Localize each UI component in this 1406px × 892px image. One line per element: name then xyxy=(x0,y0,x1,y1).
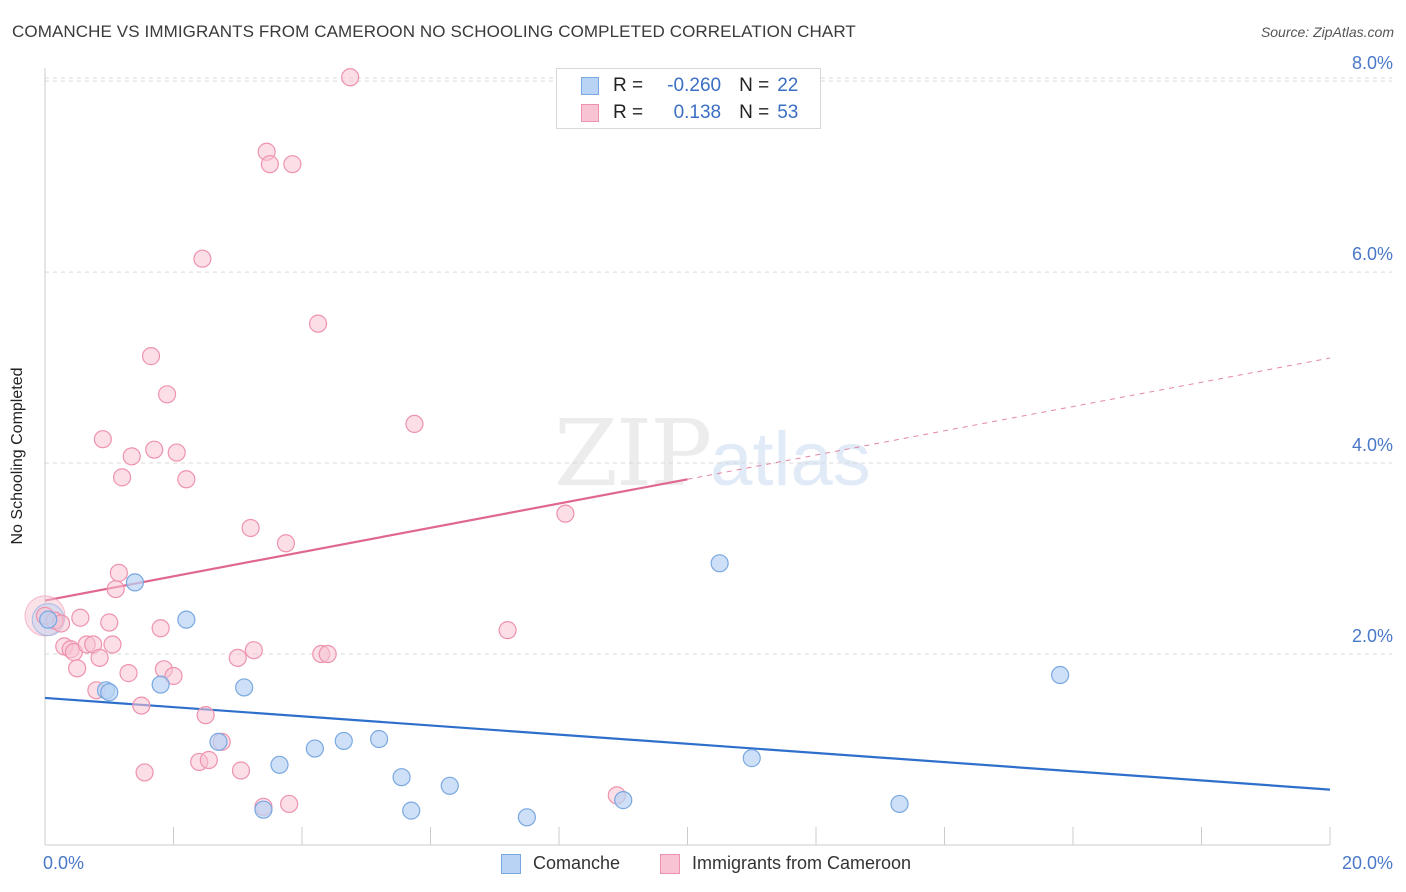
x-tick-label-min: 0.0% xyxy=(43,853,84,873)
comanche-point xyxy=(370,729,389,749)
cameroon-point xyxy=(341,68,360,87)
comanche-point xyxy=(254,800,273,819)
cameroon-point xyxy=(71,608,90,627)
r-value-cameroon: 0.138 xyxy=(673,102,722,123)
cameroon-point xyxy=(498,621,517,640)
stats-row-comanche: R = -0.260 N = 22 xyxy=(581,73,798,99)
comanche-point xyxy=(1051,665,1070,685)
cameroon-point xyxy=(177,470,196,489)
comanche-point xyxy=(151,675,170,694)
cameroon-point xyxy=(100,613,119,632)
cameroon-point xyxy=(157,385,177,404)
y-tick-label: 6.0% xyxy=(1352,244,1393,264)
cameroon-point xyxy=(119,664,138,683)
n-value-cameroon: 53 xyxy=(777,102,799,123)
cameroon-point xyxy=(228,648,247,667)
comanche-point xyxy=(440,776,459,795)
cameroon-point xyxy=(167,443,186,462)
cameroon-point xyxy=(308,314,328,333)
comanche-point xyxy=(334,731,353,751)
cameroon-point xyxy=(151,619,170,638)
cameroon-point xyxy=(405,414,424,433)
comanche-point xyxy=(614,791,633,810)
cameroon-point xyxy=(164,666,183,686)
cameroon-point xyxy=(260,155,279,174)
cameroon-point xyxy=(280,794,299,814)
cameroon-point xyxy=(112,468,132,487)
r-value-comanche: -0.260 xyxy=(667,75,722,96)
source-label: Source: ZipAtlas.com xyxy=(1260,24,1394,40)
comanche-point xyxy=(270,755,289,774)
cameroon-point xyxy=(283,155,302,174)
data-points xyxy=(24,68,1070,827)
cameroon-point xyxy=(141,347,161,366)
y-tick-label: 2.0% xyxy=(1352,626,1393,646)
cameroon-trend-extension xyxy=(687,357,1331,480)
cameroon-point xyxy=(93,430,112,449)
cameroon-point xyxy=(193,249,212,268)
comanche-point xyxy=(402,801,421,820)
cameroon-trend-line xyxy=(44,478,688,602)
cameroon-point xyxy=(145,440,164,459)
n-label: N = xyxy=(739,75,770,96)
chart-title: COMANCHE VS IMMIGRANTS FROM CAMEROON NO … xyxy=(12,22,856,41)
cameroon-point xyxy=(103,635,122,654)
cameroon-point xyxy=(556,504,575,523)
tick-labels: 2.0% 4.0% 6.0% 8.0% 0.0% 20.0% xyxy=(43,53,1393,873)
stats-row-cameroon: R = 0.138 N = 53 xyxy=(581,100,798,126)
axes xyxy=(44,68,1331,846)
cameroon-point xyxy=(199,750,218,770)
stats-legend: R = -0.260 N = 22 R = 0.138 N = 53 xyxy=(556,68,821,129)
comanche-point xyxy=(305,739,324,758)
comanche-point xyxy=(235,678,254,697)
legend-label-cameroon: Immigrants from Cameroon xyxy=(692,853,912,873)
y-tick-label: 4.0% xyxy=(1352,435,1393,455)
r-label: R = xyxy=(613,75,644,96)
comanche-point xyxy=(125,573,145,592)
legend-item-cameroon: Immigrants from Cameroon xyxy=(660,853,911,874)
cameroon-swatch xyxy=(581,104,599,122)
cameroon-point xyxy=(276,534,296,553)
comanche-point xyxy=(100,683,119,702)
cameroon-point xyxy=(68,659,87,678)
comanche-swatch xyxy=(581,77,599,95)
cameroon-point xyxy=(122,447,141,466)
cameroon-point xyxy=(90,648,109,667)
cameroon-point xyxy=(196,706,215,725)
comanche-point xyxy=(209,732,228,751)
comanche-point xyxy=(517,808,536,827)
comanche-point xyxy=(39,610,58,629)
legend-label-comanche: Comanche xyxy=(533,853,621,873)
n-label: N = xyxy=(739,102,770,123)
cameroon-point xyxy=(318,644,337,664)
legend-swatch-comanche xyxy=(501,853,521,874)
y-tick-label: 8.0% xyxy=(1352,53,1393,73)
comanche-trend-line xyxy=(44,696,1331,791)
cameroon-point xyxy=(132,696,151,715)
cameroon-point xyxy=(244,641,263,660)
cameroon-point xyxy=(231,761,251,780)
comanche-point xyxy=(742,749,761,768)
series-legend: Comanche Immigrants from Cameroon xyxy=(0,852,1406,878)
n-value-comanche: 22 xyxy=(777,75,799,96)
legend-item-comanche: Comanche xyxy=(501,853,620,874)
comanche-point xyxy=(710,554,729,573)
legend-swatch-cameroon xyxy=(660,853,680,874)
comanche-point xyxy=(177,610,196,629)
r-label: R = xyxy=(613,102,644,123)
comanche-point xyxy=(392,768,411,787)
cameroon-point xyxy=(241,518,260,538)
x-tick-label-max: 20.0% xyxy=(1342,853,1393,873)
trend-lines xyxy=(44,357,1331,791)
cameroon-point xyxy=(109,563,128,582)
cameroon-point xyxy=(106,579,125,599)
cameroon-point xyxy=(135,763,154,782)
comanche-point xyxy=(890,794,909,814)
